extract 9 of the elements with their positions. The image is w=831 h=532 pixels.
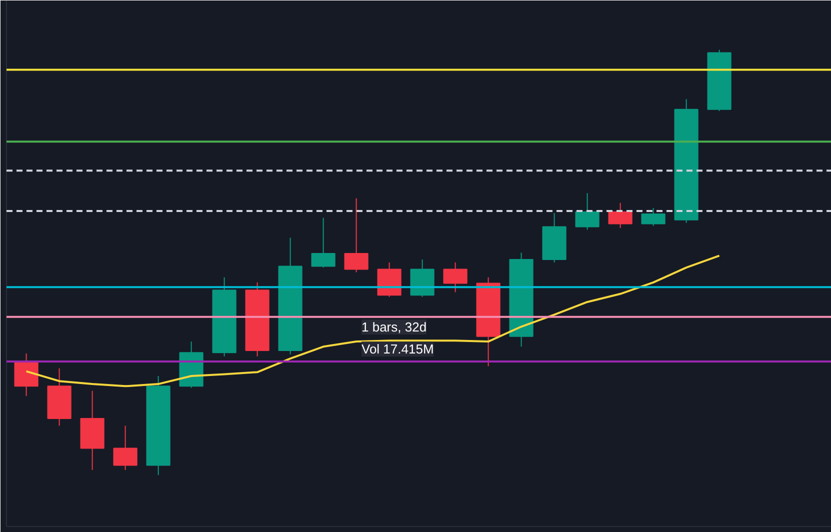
candlestick [344, 198, 368, 273]
annotation: 1 bars, 32d [362, 320, 427, 334]
candlestick [641, 208, 666, 226]
annotation: Vol 17.415M [362, 342, 434, 356]
candlestick [113, 425, 138, 470]
candlestick [575, 192, 600, 230]
candlestick [311, 217, 336, 268]
candlestick [443, 262, 468, 293]
candlestick [608, 202, 632, 228]
